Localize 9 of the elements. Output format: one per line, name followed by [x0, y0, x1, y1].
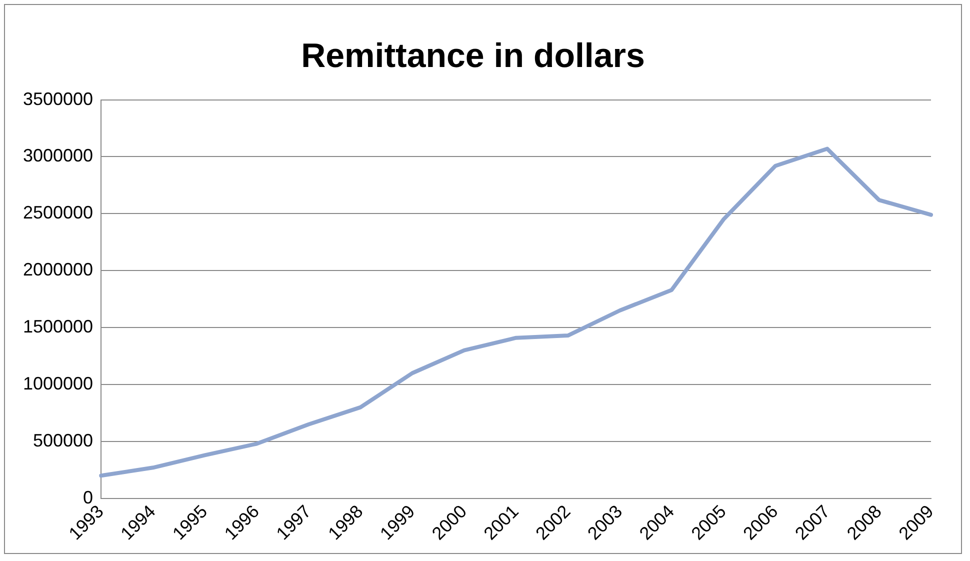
y-tick-label: 1000000	[22, 373, 94, 394]
chart-title: Remittance in dollars	[301, 36, 645, 75]
y-tick-label: 1500000	[22, 316, 94, 337]
y-tick-label: 500000	[32, 430, 94, 450]
y-tick-label: 3000000	[22, 146, 94, 166]
y-tick-label: 2500000	[22, 202, 94, 223]
y-tick-label: 3500000	[22, 88, 94, 109]
y-tick-label: 0	[83, 487, 94, 508]
y-tick-label: 2000000	[22, 260, 94, 280]
